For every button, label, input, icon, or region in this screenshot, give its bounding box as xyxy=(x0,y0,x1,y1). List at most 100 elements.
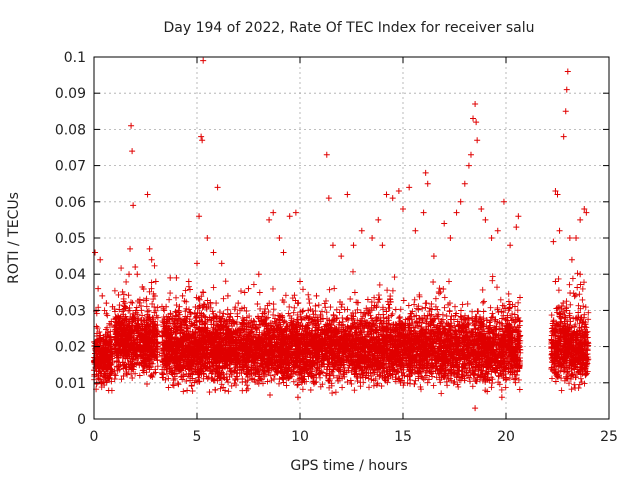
y-tick-label: 0.09 xyxy=(55,86,86,102)
data-point xyxy=(127,245,134,252)
data-point xyxy=(200,57,207,64)
data-point xyxy=(488,235,495,241)
data-point xyxy=(113,314,120,321)
data-point xyxy=(560,133,567,140)
data-point xyxy=(134,271,141,278)
data-point xyxy=(441,220,448,227)
data-point xyxy=(329,242,336,249)
data-point xyxy=(344,191,351,198)
data-point xyxy=(338,253,345,260)
data-point xyxy=(198,133,205,140)
data-point xyxy=(152,278,159,285)
y-tick-label: 0.05 xyxy=(55,231,86,247)
x-tick-label: 10 xyxy=(291,429,309,445)
data-point xyxy=(552,187,559,194)
data-point xyxy=(515,213,522,220)
data-point xyxy=(550,238,557,245)
data-point xyxy=(210,249,217,256)
data-point xyxy=(554,191,561,198)
data-point xyxy=(494,227,501,234)
x-tick-label: 5 xyxy=(193,429,202,445)
data-point xyxy=(146,245,153,252)
data-point xyxy=(583,209,590,216)
data-point xyxy=(132,263,139,270)
data-point xyxy=(470,115,477,122)
data-point xyxy=(467,151,474,158)
y-tick-label: 0 xyxy=(77,412,86,428)
data-point xyxy=(129,148,136,155)
data-point xyxy=(144,191,151,198)
x-axis-label: GPS time / hours xyxy=(290,458,407,474)
data-point xyxy=(581,206,588,213)
data-point xyxy=(313,292,320,299)
data-point xyxy=(369,235,376,241)
data-point xyxy=(280,249,287,256)
data-point xyxy=(358,227,365,234)
data-point xyxy=(513,224,520,231)
data-point xyxy=(389,195,396,202)
y-axis-label: ROTI / TECUs xyxy=(6,192,22,284)
data-point xyxy=(465,162,472,169)
data-point xyxy=(412,227,419,234)
data-point xyxy=(179,292,186,299)
y-tick-label: 0.01 xyxy=(55,376,86,392)
data-point xyxy=(130,202,137,209)
data-point xyxy=(379,242,386,249)
data-point xyxy=(199,137,206,144)
data-point xyxy=(564,68,571,75)
data-point xyxy=(163,303,170,310)
data-point xyxy=(422,169,429,176)
data-point xyxy=(552,278,559,285)
data-point xyxy=(482,216,489,223)
data-point xyxy=(461,180,468,187)
data-point xyxy=(294,394,301,401)
data-point xyxy=(235,300,242,307)
data-point xyxy=(185,278,192,285)
data-point xyxy=(196,213,203,220)
data-point xyxy=(453,209,460,216)
data-point xyxy=(395,187,402,194)
data-point xyxy=(245,285,252,292)
data-point xyxy=(305,307,312,314)
data-point xyxy=(457,198,464,205)
data-point xyxy=(577,216,584,223)
data-point xyxy=(224,292,231,299)
data-point xyxy=(99,292,106,299)
data-point xyxy=(154,314,161,321)
data-point xyxy=(214,184,221,191)
data-point xyxy=(498,394,505,401)
data-point xyxy=(573,235,580,241)
chart-title: Day 194 of 2022, Rate Of TEC Index for r… xyxy=(163,20,534,36)
y-axis-ticks: 0 0.01 0.02 0.03 0.04 0.05 0.06 0.07 0.08 0.09 0.1 xyxy=(55,50,609,428)
data-point xyxy=(323,151,330,158)
data-point xyxy=(103,300,110,307)
data-point xyxy=(266,216,273,223)
data-point xyxy=(375,216,382,223)
y-tick-label: 0.1 xyxy=(64,50,86,66)
x-tick-label: 25 xyxy=(600,429,618,445)
data-point xyxy=(577,271,584,278)
x-tick-label: 20 xyxy=(497,429,515,445)
data-point xyxy=(148,256,155,263)
y-tick-label: 0.04 xyxy=(55,267,86,283)
y-tick-label: 0.03 xyxy=(55,303,86,319)
data-point xyxy=(218,260,225,267)
data-point xyxy=(109,303,116,310)
data-point xyxy=(286,213,293,220)
x-tick-label: 0 xyxy=(90,429,99,445)
x-axis-ticks: 0 5 10 15 20 25 xyxy=(90,57,618,445)
data-point xyxy=(325,195,332,202)
data-point xyxy=(472,101,479,108)
data-point xyxy=(563,86,570,93)
y-tick-label: 0.06 xyxy=(55,195,86,211)
data-point xyxy=(478,206,485,213)
data-point xyxy=(138,307,145,314)
y-tick-label: 0.07 xyxy=(55,159,86,175)
data-points xyxy=(91,57,592,412)
data-point xyxy=(95,285,102,292)
data-point xyxy=(447,235,454,241)
data-point xyxy=(97,256,104,263)
data-point xyxy=(167,274,174,281)
